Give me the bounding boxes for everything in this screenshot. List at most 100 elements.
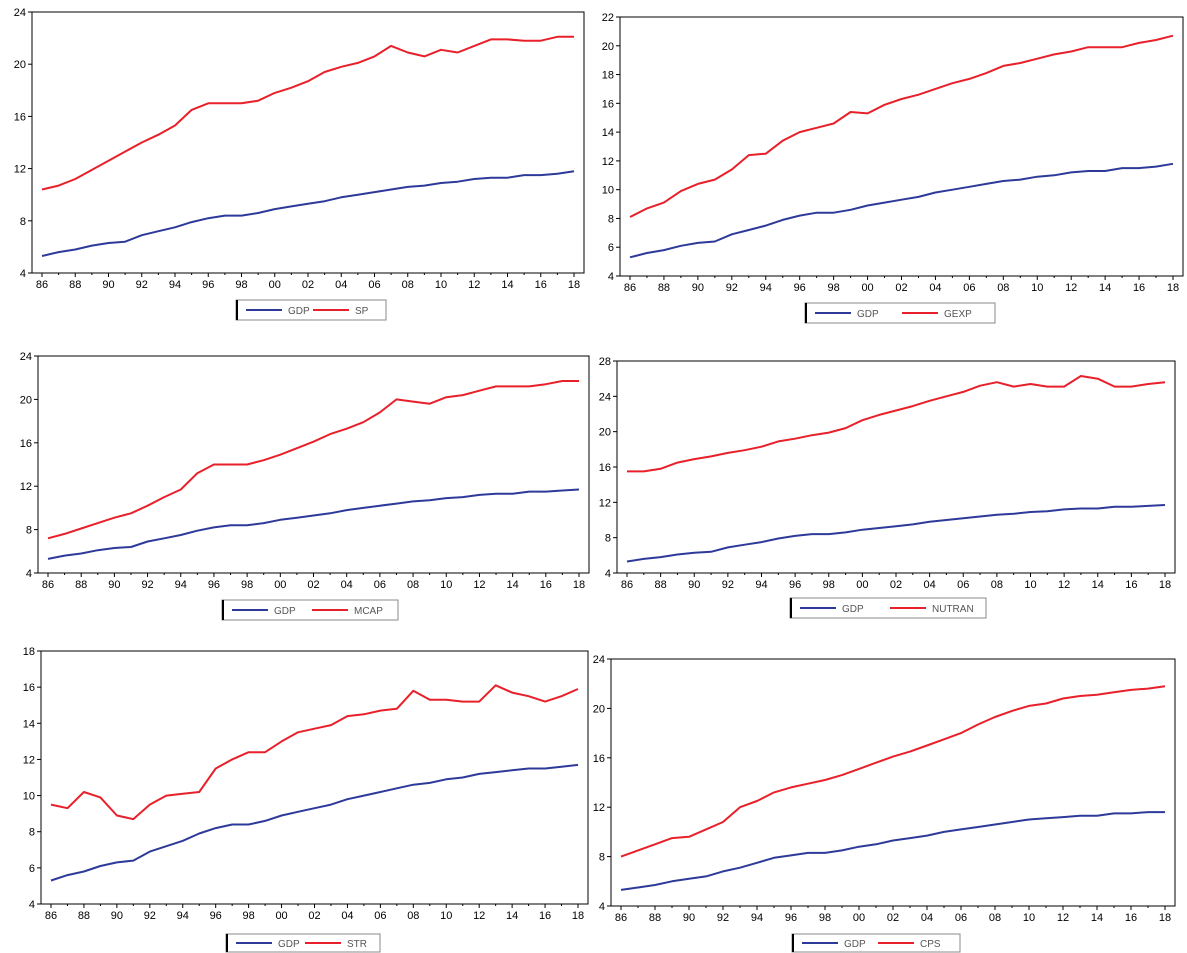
x-tick-label: 14 xyxy=(1091,912,1103,924)
x-tick-label: 94 xyxy=(177,910,189,922)
x-tick-label: 06 xyxy=(374,910,386,922)
x-tick-label: 02 xyxy=(895,282,907,294)
series-line-gdp xyxy=(41,170,575,257)
y-tick-label: 16 xyxy=(20,438,32,450)
y-tick-label: 16 xyxy=(599,462,611,474)
y-tick-label: 16 xyxy=(593,753,605,765)
x-tick-label: 92 xyxy=(141,579,153,591)
x-tick-label: 08 xyxy=(997,282,1009,294)
x-tick-label: 16 xyxy=(1133,282,1145,294)
x-tick-label: 88 xyxy=(655,579,667,591)
x-tick-label: 96 xyxy=(794,282,806,294)
legend-label-str: STR xyxy=(347,939,367,950)
x-tick-label: 18 xyxy=(572,910,584,922)
x-tick-label: 12 xyxy=(1057,912,1069,924)
y-tick-label: 20 xyxy=(14,59,26,71)
x-tick-label: 02 xyxy=(887,912,899,924)
series-line-str xyxy=(50,684,579,821)
plot-frame xyxy=(610,658,1176,907)
x-tick-label: 12 xyxy=(1065,282,1077,294)
x-tick-label: 88 xyxy=(78,910,90,922)
x-tick-label: 08 xyxy=(407,910,419,922)
chart-panel: 4 8 12 16 20 24 28 86 88 90 92 94 96 98 00 02 04 06 08 10 12… xyxy=(599,356,1176,619)
x-tick-label: 94 xyxy=(760,282,772,294)
series-line-gdp xyxy=(620,811,1165,891)
y-tick-label: 14 xyxy=(23,718,35,730)
plot-frame xyxy=(40,650,589,905)
x-tick-label: 86 xyxy=(42,579,54,591)
x-tick-label: 08 xyxy=(402,279,414,291)
x-tick-label: 90 xyxy=(688,579,700,591)
legend-label-gdp: GDP xyxy=(278,939,300,950)
x-tick-label: 94 xyxy=(755,579,767,591)
x-tick-label: 16 xyxy=(1125,579,1137,591)
y-tick-label: 18 xyxy=(602,70,614,82)
x-tick-label: 86 xyxy=(615,912,627,924)
y-tick-label: 4 xyxy=(605,568,611,580)
x-tick-label: 00 xyxy=(861,282,873,294)
x-tick-label: 08 xyxy=(991,579,1003,591)
legend-label-gdp: GDP xyxy=(842,604,864,615)
y-tick-label: 14 xyxy=(602,127,614,139)
x-tick-label: 02 xyxy=(307,579,319,591)
x-tick-label: 06 xyxy=(368,279,380,291)
x-tick-label: 04 xyxy=(335,279,347,291)
x-tick-label: 86 xyxy=(624,282,636,294)
y-tick-label: 12 xyxy=(14,164,26,176)
x-tick-label: 18 xyxy=(1167,282,1179,294)
x-tick-label: 10 xyxy=(440,910,452,922)
x-tick-label: 98 xyxy=(243,910,255,922)
x-tick-label: 14 xyxy=(1092,579,1104,591)
y-tick-label: 6 xyxy=(608,242,614,254)
legend-label-mcap: MCAP xyxy=(354,606,383,617)
y-tick-label: 10 xyxy=(23,791,35,803)
y-tick-label: 24 xyxy=(593,654,605,666)
x-tick-label: 92 xyxy=(144,910,156,922)
series-line-gdp xyxy=(626,504,1166,563)
y-tick-label: 4 xyxy=(26,568,32,580)
x-tick-label: 16 xyxy=(540,579,552,591)
y-tick-label: 22 xyxy=(602,12,614,24)
x-tick-label: 10 xyxy=(435,279,447,291)
x-tick-label: 06 xyxy=(963,282,975,294)
plot-frame xyxy=(616,360,1176,574)
y-tick-label: 24 xyxy=(20,351,32,363)
y-tick-label: 8 xyxy=(599,852,605,864)
x-tick-label: 98 xyxy=(241,579,253,591)
x-tick-label: 06 xyxy=(955,912,967,924)
y-tick-label: 8 xyxy=(608,213,614,225)
y-tick-label: 6 xyxy=(29,863,35,875)
x-tick-label: 12 xyxy=(1058,579,1070,591)
x-tick-label: 02 xyxy=(308,910,320,922)
x-tick-label: 88 xyxy=(649,912,661,924)
x-tick-label: 88 xyxy=(69,279,81,291)
x-tick-label: 14 xyxy=(506,910,518,922)
x-tick-label: 90 xyxy=(111,910,123,922)
x-tick-label: 12 xyxy=(473,579,485,591)
chart-panel: 4 8 12 16 20 24 86 88 90 92 94 96 98 00 02 04 06 08 10 12 14… xyxy=(14,7,585,321)
y-tick-label: 10 xyxy=(602,185,614,197)
y-tick-label: 4 xyxy=(599,901,605,913)
x-tick-label: 96 xyxy=(789,579,801,591)
x-tick-label: 10 xyxy=(440,579,452,591)
legend-label-cps: CPS xyxy=(920,939,941,950)
chart-panel: 4 8 12 16 20 24 86 88 90 92 94 96 98 00 02 04 06 08 10 12 14… xyxy=(593,654,1176,953)
x-tick-label: 90 xyxy=(683,912,695,924)
chart-panel: 4 6 8 10 12 14 16 18 20 22 86 88 90 92 94 96 98 00 02 04 06 0… xyxy=(602,12,1184,324)
x-tick-label: 98 xyxy=(823,579,835,591)
x-tick-label: 04 xyxy=(924,579,936,591)
legend-label-gdp: GDP xyxy=(844,939,866,950)
x-tick-label: 14 xyxy=(1099,282,1111,294)
x-tick-label: 06 xyxy=(957,579,969,591)
x-tick-label: 16 xyxy=(1125,912,1137,924)
chart-panel: 4 8 12 16 20 24 86 88 90 92 94 96 98 00 02 04 06 08 10 12 14… xyxy=(20,351,590,621)
x-tick-label: 96 xyxy=(210,910,222,922)
x-tick-label: 98 xyxy=(828,282,840,294)
x-tick-label: 16 xyxy=(535,279,547,291)
x-tick-label: 98 xyxy=(819,912,831,924)
x-tick-label: 10 xyxy=(1024,579,1036,591)
x-tick-label: 00 xyxy=(274,579,286,591)
series-line-gdp xyxy=(629,162,1174,259)
y-tick-label: 16 xyxy=(14,111,26,123)
x-tick-label: 90 xyxy=(108,579,120,591)
